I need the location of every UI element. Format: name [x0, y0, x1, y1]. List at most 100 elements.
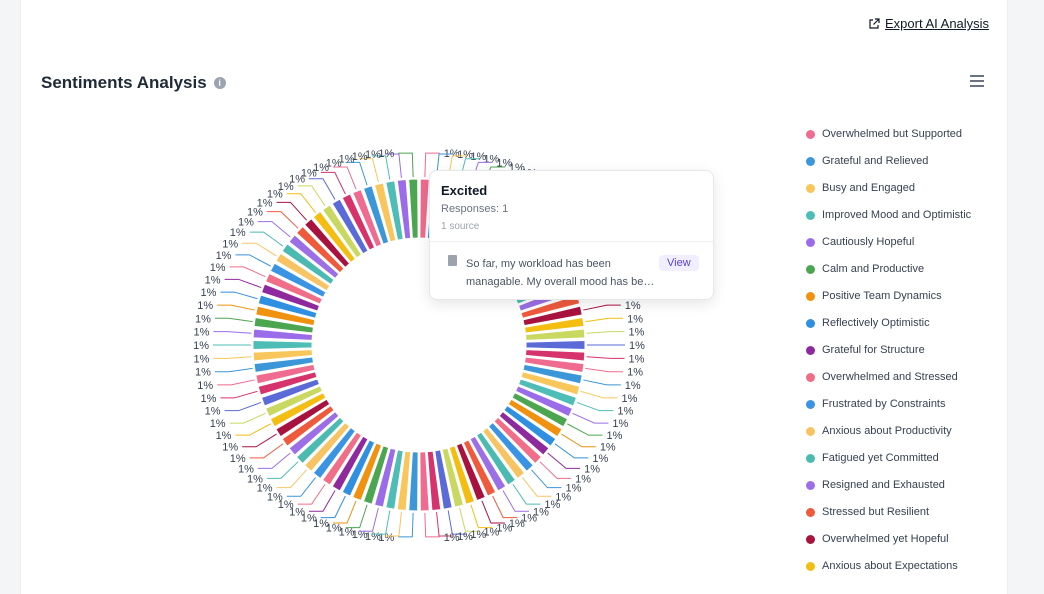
donut-slice[interactable]: [261, 378, 320, 407]
donut-slice[interactable]: [493, 416, 542, 464]
donut-slice[interactable]: [515, 385, 573, 418]
donut-slice[interactable]: [269, 392, 327, 428]
donut-slice[interactable]: [253, 316, 314, 334]
donut-slice[interactable]: [475, 431, 516, 486]
slice-percent-label: 1%: [222, 442, 238, 454]
donut-slice[interactable]: [252, 328, 313, 341]
donut-slice[interactable]: [503, 405, 557, 447]
slice-leader-line: [266, 461, 299, 479]
export-ai-analysis-link[interactable]: Export AI Analysis: [868, 16, 989, 31]
legend-item[interactable]: Cautiously Hopeful: [806, 235, 981, 249]
donut-slice[interactable]: [525, 340, 586, 350]
slice-percent-label: 1%: [267, 189, 283, 201]
donut-slice[interactable]: [331, 435, 369, 492]
donut-slice[interactable]: [352, 188, 383, 248]
donut-slice[interactable]: [253, 356, 314, 374]
donut-slice[interactable]: [522, 305, 583, 327]
donut-slice[interactable]: [469, 435, 507, 492]
donut-slice[interactable]: [448, 445, 476, 505]
legend-item[interactable]: Overwhelmed but Supported: [806, 127, 981, 141]
donut-slice[interactable]: [312, 210, 356, 263]
donut-slice[interactable]: [304, 422, 351, 472]
donut-slice[interactable]: [518, 378, 577, 407]
donut-slice[interactable]: [419, 178, 430, 239]
donut-slice[interactable]: [252, 340, 313, 350]
donut-slice[interactable]: [322, 204, 363, 259]
donut-slice[interactable]: [257, 294, 318, 319]
donut-slice[interactable]: [507, 398, 563, 438]
donut-slice[interactable]: [487, 422, 534, 472]
donut-slice[interactable]: [525, 328, 586, 341]
legend-item[interactable]: Fatigued yet Committed: [806, 451, 981, 465]
donut-slice[interactable]: [257, 371, 318, 396]
legend-item[interactable]: Resigned and Exhausted: [806, 478, 981, 492]
donut-slice[interactable]: [374, 182, 397, 243]
donut-slice[interactable]: [362, 445, 390, 505]
donut-slice[interactable]: [525, 349, 586, 362]
legend-item[interactable]: Grateful and Relieved: [806, 154, 981, 168]
donut-slice[interactable]: [419, 451, 430, 512]
donut-slice[interactable]: [396, 450, 412, 511]
donut-slice[interactable]: [255, 305, 316, 327]
donut-slice[interactable]: [265, 272, 323, 305]
donut-slice[interactable]: [275, 252, 331, 292]
donut-slice[interactable]: [520, 371, 581, 396]
donut-slice[interactable]: [304, 218, 351, 268]
donut-slice[interactable]: [522, 363, 583, 385]
donut-slice[interactable]: [322, 431, 363, 486]
donut-slice[interactable]: [524, 356, 585, 374]
donut-slice[interactable]: [261, 283, 320, 312]
donut-slice[interactable]: [331, 198, 369, 255]
donut-slice[interactable]: [312, 427, 356, 480]
donut-slice[interactable]: [252, 349, 313, 362]
donut-slice[interactable]: [275, 398, 331, 438]
legend-item[interactable]: Overwhelmed and Stressed: [806, 370, 981, 384]
donut-slice[interactable]: [462, 439, 497, 497]
donut-slice[interactable]: [265, 385, 323, 418]
legend-item[interactable]: Anxious about Expectations: [806, 559, 981, 573]
legend-item[interactable]: Improved Mood and Optimistic: [806, 208, 981, 222]
donut-slice[interactable]: [434, 449, 453, 510]
donut-slice[interactable]: [385, 449, 404, 510]
legend-dot: [806, 319, 815, 328]
donut-slice[interactable]: [426, 450, 442, 511]
donut-slice[interactable]: [288, 234, 340, 279]
legend-item[interactable]: Stressed but Resilient: [806, 505, 981, 519]
donut-slice[interactable]: [296, 416, 345, 464]
tooltip-view-button[interactable]: View: [659, 255, 699, 271]
donut-slice[interactable]: [455, 442, 486, 502]
donut-slice[interactable]: [396, 179, 412, 240]
donut-slice[interactable]: [524, 316, 585, 334]
slice-percent-label: 1%: [470, 151, 486, 163]
donut-slice[interactable]: [281, 243, 335, 285]
donut-slice[interactable]: [281, 405, 335, 447]
slice-leader-line: [447, 510, 467, 535]
legend-item[interactable]: Grateful for Structure: [806, 343, 981, 357]
donut-slice[interactable]: [385, 180, 404, 241]
donut-slice[interactable]: [511, 392, 569, 428]
legend-item[interactable]: Anxious about Productivity: [806, 424, 981, 438]
donut-slice[interactable]: [408, 451, 419, 512]
legend-item[interactable]: Positive Team Dynamics: [806, 289, 981, 303]
donut-slice[interactable]: [352, 442, 383, 502]
donut-slice[interactable]: [374, 447, 397, 508]
legend-item[interactable]: Reflectively Optimistic: [806, 316, 981, 330]
info-icon[interactable]: i: [213, 77, 226, 89]
hamburger-menu-icon[interactable]: [970, 75, 984, 87]
donut-slice[interactable]: [341, 439, 376, 497]
legend-item[interactable]: Frustrated by Constraints: [806, 397, 981, 411]
legend-item[interactable]: Calm and Productive: [806, 262, 981, 276]
donut-slice[interactable]: [288, 411, 340, 456]
donut-slice[interactable]: [498, 411, 550, 456]
donut-slice[interactable]: [482, 427, 526, 480]
slice-leader-line: [309, 178, 336, 200]
donut-slice[interactable]: [341, 193, 376, 251]
donut-slice[interactable]: [255, 363, 316, 385]
donut-slice[interactable]: [296, 226, 345, 274]
donut-slice[interactable]: [362, 185, 390, 245]
donut-slice[interactable]: [408, 178, 419, 239]
donut-slice[interactable]: [269, 262, 327, 298]
donut-slice[interactable]: [441, 447, 464, 508]
legend-item[interactable]: Busy and Engaged: [806, 181, 981, 195]
legend-item[interactable]: Overwhelmed yet Hopeful: [806, 532, 981, 546]
